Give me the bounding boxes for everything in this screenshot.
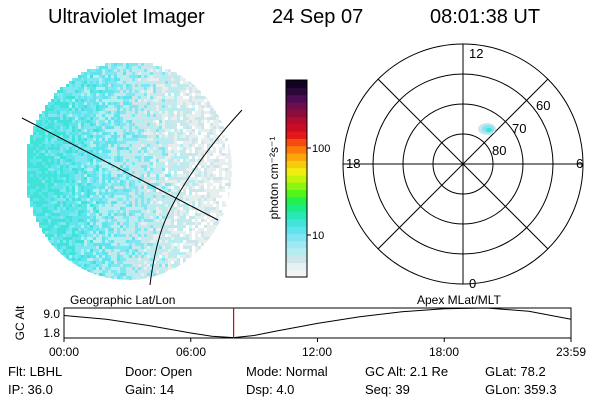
mlt-label-6: 6 <box>576 156 583 171</box>
date-label: 24 Sep 07 <box>272 6 364 28</box>
polar-plot <box>342 43 584 285</box>
color-bar-cell <box>286 240 307 249</box>
strip-ytick-min: 1.8 <box>43 326 60 340</box>
color-bar-cell <box>286 196 307 205</box>
color-bar-cell <box>286 255 307 264</box>
color-bar-cell <box>286 262 307 271</box>
color-bar-cell <box>286 167 307 176</box>
lat-label-60: 60 <box>536 98 550 113</box>
altitude-strip-chart: Geographic Lat/Lon Apex MLat/MLT GC Alt … <box>13 293 572 342</box>
color-bar-cell <box>286 109 307 118</box>
terminator-line <box>21 117 219 221</box>
time-label: 08:01:38 UT <box>430 6 541 28</box>
altitude-series-line <box>63 307 572 339</box>
lat-label-70: 70 <box>512 121 526 136</box>
color-bar-cell <box>286 247 307 256</box>
polar-emission-spot <box>478 123 496 135</box>
lat-label-80: 80 <box>492 143 506 158</box>
strip-xtick-06: 06:00 <box>176 345 206 359</box>
strip-ytick-max: 9.0 <box>43 307 60 321</box>
color-bar-unit-label: photon cm⁻²s⁻¹ <box>267 137 281 220</box>
color-bar: 100 10 photon cm⁻²s⁻¹ <box>267 79 330 278</box>
color-bar-cell <box>286 160 307 169</box>
geographic-grid-arc <box>149 109 243 286</box>
filter-status: Flt: LBHL <box>8 364 63 379</box>
glon-status: GLon: 359.3 <box>485 382 557 397</box>
lat-circle-50 <box>342 43 584 285</box>
color-bar-cell <box>286 225 307 234</box>
color-bar-cell <box>286 269 307 278</box>
color-bar-label-10: 10 <box>312 230 324 242</box>
strip-right-title: Apex MLat/MLT <box>417 293 501 307</box>
seq-status: Seq: 39 <box>365 382 410 397</box>
ip-status: IP: 36.0 <box>8 382 53 397</box>
color-bar-cell <box>286 233 307 242</box>
color-bar-cell <box>286 204 307 212</box>
strip-left-title: Geographic Lat/Lon <box>70 293 175 307</box>
color-bar-cell <box>286 218 307 227</box>
color-bar-cell <box>286 87 307 96</box>
gc-alt-status: GC Alt: 2.1 Re <box>365 364 449 379</box>
strip-xtick-2359: 23:59 <box>556 345 586 359</box>
mode-status: Mode: Normal <box>246 364 328 379</box>
polar-diagonal-2 <box>377 78 549 250</box>
strip-ylabel: GC Alt <box>13 305 27 340</box>
color-bar-label-100: 100 <box>312 143 330 155</box>
uv-emission-pixels <box>27 63 232 280</box>
color-bar-cell <box>286 189 307 198</box>
mlt-label-12: 12 <box>469 46 483 61</box>
mlt-label-18: 18 <box>346 156 360 171</box>
color-bar-cell <box>286 145 307 154</box>
strip-xtick-12: 12:00 <box>302 345 332 359</box>
gain-status: Gain: 14 <box>125 382 175 397</box>
color-bar-cell <box>286 131 307 139</box>
mlt-label-0: 0 <box>469 276 476 291</box>
strip-xtick-18: 18:00 <box>429 345 459 359</box>
geographic-image <box>21 63 243 286</box>
instrument-title: Ultraviolet Imager <box>48 6 205 28</box>
lat-circle-60 <box>372 73 554 255</box>
door-status: Door: Open <box>125 364 193 379</box>
color-bar-cell <box>286 138 307 147</box>
color-bar-cell <box>286 116 307 125</box>
color-bar-frame <box>285 79 308 278</box>
color-bar-cell <box>286 80 307 88</box>
color-bar-cell <box>286 123 307 132</box>
glat-status: GLat: 78.2 <box>485 364 546 379</box>
color-bar-cell <box>286 94 307 103</box>
lat-circle-80 <box>432 133 494 195</box>
lat-circle-70 <box>402 103 524 225</box>
color-bar-cell <box>286 152 307 161</box>
color-bar-cell <box>286 174 307 183</box>
color-bar-cell <box>286 182 307 191</box>
strip-xtick-00: 00:00 <box>49 345 79 359</box>
color-bar-cell <box>286 101 307 110</box>
dsp-status: Dsp: 4.0 <box>246 382 295 397</box>
color-bar-cell <box>286 211 307 220</box>
